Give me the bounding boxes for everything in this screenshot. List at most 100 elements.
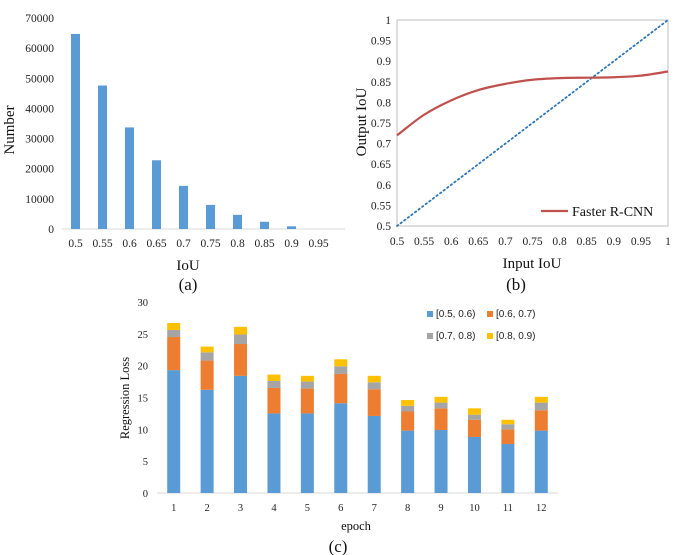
chart-a-bar [233,214,242,229]
chart-a-xtick: 0.5 [68,238,83,250]
chart-c-bar-segment [334,366,348,374]
chart-b-ytick: 0.5 [377,221,392,233]
chart-c-bar-segment [401,400,415,406]
chart-c-bar-segment [367,415,381,493]
chart-c-xtick: 10 [469,503,480,514]
chart-c-bar-segment [200,360,214,390]
chart-b-ytick: 0.65 [371,159,391,171]
chart-b-panel-label: (b) [506,275,526,294]
chart-c-bar-segment [501,429,515,444]
chart-a-bar [71,33,80,230]
chart-c-bar-segment [501,419,515,425]
chart-c-bar-segment [434,429,448,493]
chart-c-bar-segment [267,387,281,414]
chart-c-legend-label: [0.8, 0.9) [496,331,535,342]
chart-c-bar-segment [334,359,348,367]
chart-c-ytick: 5 [143,457,148,468]
chart-c-xtick: 7 [372,503,377,514]
chart-c-xtick: 9 [438,503,443,514]
chart-c-bar-segment [300,413,314,493]
chart-a-xtick: 0.95 [308,238,328,250]
chart-b-xtick: 0.5 [390,236,405,248]
chart-c-bar-segment [300,388,314,414]
chart-c-legend-swatch [487,311,493,317]
chart-c-bar-segment [267,374,281,381]
chart-a-bar [287,226,296,229]
chart-c-bar-segment [300,375,314,382]
chart-c-bar-segment [534,396,548,403]
chart-c-bar-segment [234,326,248,335]
chart-c-bar-segment [501,443,515,493]
chart-c-ytick: 10 [138,425,149,436]
chart-c-bar-segment [367,389,381,416]
chart-a-ytick: 30000 [25,134,54,146]
chart-c-bar-segment [167,323,181,331]
chart-b-ytick: 0.9 [377,56,392,68]
chart-c-bar-segment [234,375,248,493]
chart-c-xtick: 3 [238,503,243,514]
chart-a-ytick: 0 [48,224,54,236]
chart-c-bar-segment [401,405,415,412]
chart-c-bar-segment [434,408,448,430]
chart-a-xtick: 0.85 [254,238,274,250]
chart-a-ytick: 10000 [25,194,54,206]
chart-c-xtick: 12 [536,503,547,514]
chart-b-plot-frame [396,19,669,227]
chart-b-ytick: 0.85 [371,77,391,89]
chart-c-bar-segment [334,373,348,404]
chart-c-bar-segment [267,413,281,493]
chart-b-ytick: 0.55 [371,200,391,212]
chart-c-bar-segment [534,430,548,493]
chart-b-ytick: 0.8 [377,97,392,109]
chart-b-ytick: 0.6 [377,180,392,192]
chart-a: 0 10000 20000 30000 40000 50000 60000 70000 0.5 0… [25,13,345,250]
chart-c-ytick: 25 [138,330,149,341]
chart-b-series-line [396,70,669,137]
chart-a-bar [98,85,107,230]
chart-c-xtick: 2 [205,503,210,514]
chart-c-ytick: 30 [138,298,149,309]
chart-c-panel-label: (c) [329,537,348,555]
chart-c-bar-segment [434,396,448,403]
chart-a-bar [125,127,134,229]
chart-c-bar-segment [534,410,548,431]
chart-c-legend-label: [0.7, 0.8) [436,331,475,342]
chart-a-ytick: 50000 [25,73,54,85]
chart-c-bar-segment [367,375,381,383]
chart-a-bar [179,185,188,229]
chart-c-bar-segment [467,436,481,493]
chart-a-xtick: 0.9 [284,238,299,250]
chart-c-xlabel: epoch [341,519,372,533]
chart-a-bar [206,204,215,229]
chart-b-xtick: 0.75 [522,236,542,248]
chart-b-ytick: 1 [385,15,391,27]
chart-b-legend-label: Faster R-CNN [572,205,653,220]
chart-a-panel-label: (a) [179,275,198,294]
chart-b-xtick: 0.65 [468,236,488,248]
chart-c-bar-segment [367,382,381,390]
chart-c-bar-segment [200,352,214,361]
chart-c-bar-segment [534,402,548,411]
chart-b-diagonal-line [396,19,669,227]
chart-c-legend-label: [0.5, 0.6) [436,309,475,320]
chart-c-ylabel: Regression Loss [118,357,132,439]
chart-c-ytick: 0 [143,489,148,500]
chart-a-xtick: 0.75 [200,238,220,250]
chart-c-xtick: 5 [305,503,310,514]
chart-b-ytick: 0.95 [371,36,391,48]
chart-b: 0.5 0.55 0.6 0.65 0.7 0.75 0.8 0.85 0.9 0.95 1 0.5 0… [371,15,671,248]
chart-c-bar-segment [167,337,181,371]
chart-c-ytick: 20 [138,362,149,373]
chart-a-xtick: 0.55 [92,238,112,250]
chart-b-xlabel: Input IoU [503,256,562,272]
chart-b-xtick: 0.95 [631,236,651,248]
chart-a-ytick: 70000 [25,13,54,25]
chart-a-ytick: 60000 [25,43,54,55]
chart-b-xtick: 0.85 [577,236,597,248]
chart-c-xtick: 4 [271,503,277,514]
chart-a-bar [152,160,161,229]
chart-c-xtick: 11 [503,503,513,514]
chart-c-bar-segment [467,408,481,415]
chart-b-xtick: 0.9 [607,236,622,248]
